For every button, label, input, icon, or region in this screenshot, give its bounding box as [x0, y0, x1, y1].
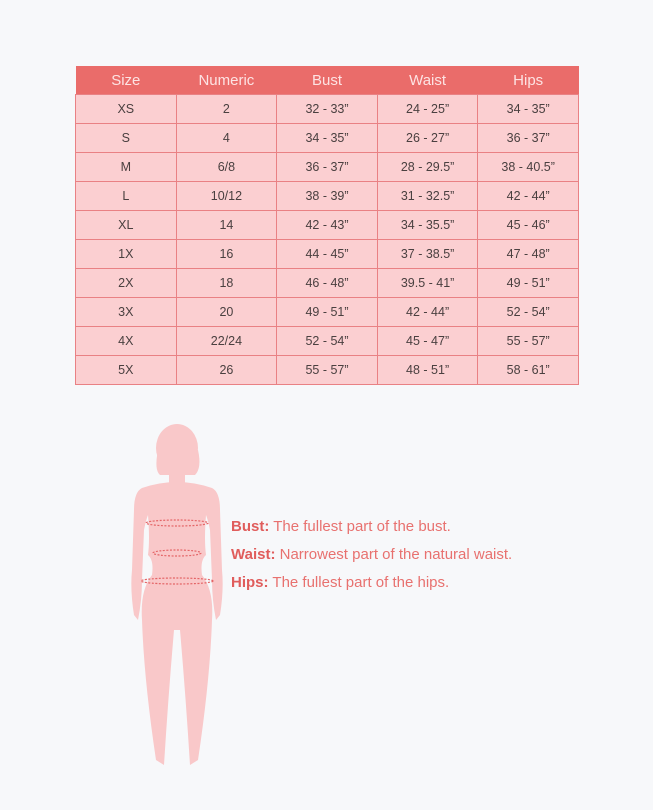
- table-cell: 58 - 61”: [477, 355, 579, 385]
- table-cell: 46 - 48”: [276, 268, 378, 298]
- header-row: Size Numeric Bust Waist Hips: [75, 66, 579, 95]
- waist-measure-line: [152, 549, 202, 557]
- table-cell: 6/8: [175, 152, 278, 182]
- table-cell: 47 - 48”: [477, 239, 579, 269]
- table-cell: 2: [175, 94, 278, 124]
- table-cell: 55 - 57”: [477, 326, 579, 356]
- table-row: S 4 34 - 35” 26 - 27” 36 - 37”: [75, 123, 579, 153]
- hips-measure-line: [140, 577, 214, 585]
- table-cell: 28 - 29.5”: [376, 152, 479, 182]
- table-cell: 2X: [75, 268, 177, 298]
- table-cell: 34 - 35”: [276, 123, 378, 153]
- table-cell: 52 - 54”: [276, 326, 378, 356]
- table-cell: 49 - 51”: [276, 297, 378, 327]
- table-cell: 3X: [75, 297, 177, 327]
- table-cell: XS: [75, 94, 177, 124]
- table-cell: 38 - 40.5”: [477, 152, 579, 182]
- table-cell: 39.5 - 41”: [376, 268, 479, 298]
- table-cell: 34 - 35.5”: [376, 210, 479, 240]
- size-chart-table: Size Numeric Bust Waist Hips XS 2 32 - 33” 24 -…: [75, 66, 579, 385]
- body-silhouette-figure: [131, 424, 223, 765]
- table-cell: 44 - 45”: [276, 239, 378, 269]
- column-header: Size: [75, 66, 177, 95]
- table-cell: M: [75, 152, 177, 182]
- column-header: Waist: [377, 66, 478, 95]
- table-cell: 45 - 47”: [376, 326, 479, 356]
- column-header: Hips: [477, 66, 579, 95]
- table-cell: 36 - 37”: [276, 152, 378, 182]
- measurement-legend: Bust: The fullest part of the bust. Wais…: [231, 513, 512, 597]
- table-row: 3X 20 49 - 51” 42 - 44” 52 - 54”: [75, 297, 579, 327]
- table-cell: 20: [175, 297, 278, 327]
- table-cell: 18: [175, 268, 278, 298]
- column-header: Bust: [276, 66, 378, 95]
- table-row: M 6/8 36 - 37” 28 - 29.5” 38 - 40.5”: [75, 152, 579, 182]
- table-cell: 22/24: [175, 326, 278, 356]
- column-header: Numeric: [176, 66, 277, 95]
- table-row: 5X 26 55 - 57” 48 - 51” 58 - 61”: [75, 355, 579, 385]
- table-row: 4X 22/24 52 - 54” 45 - 47” 55 - 57”: [75, 326, 579, 356]
- legend-waist: Waist: Narrowest part of the natural wai…: [231, 546, 513, 563]
- table-cell: 36 - 37”: [477, 123, 579, 153]
- bust-measure-line: [145, 519, 209, 527]
- table-cell: 34 - 35”: [477, 94, 579, 124]
- table-cell: 4X: [75, 326, 177, 356]
- table-cell: 37 - 38.5”: [376, 239, 479, 269]
- table-cell: 52 - 54”: [477, 297, 579, 327]
- table-cell: 24 - 25”: [376, 94, 479, 124]
- table-row: XL 14 42 - 43” 34 - 35.5” 45 - 46”: [75, 210, 579, 240]
- table-cell: 10/12: [175, 181, 278, 211]
- table-row: 1X 16 44 - 45” 37 - 38.5” 47 - 48”: [75, 239, 579, 269]
- table-cell: 42 - 44”: [477, 181, 579, 211]
- table-cell: 48 - 51”: [376, 355, 479, 385]
- table-cell: 16: [175, 239, 278, 269]
- table-cell: 49 - 51”: [477, 268, 579, 298]
- table-cell: 14: [175, 210, 278, 240]
- table-cell: S: [75, 123, 177, 153]
- table-cell: XL: [75, 210, 177, 240]
- table-row: XS 2 32 - 33” 24 - 25” 34 - 35”: [75, 94, 579, 124]
- table-cell: L: [75, 181, 177, 211]
- legend-bust: Bust: The fullest part of the bust.: [231, 518, 451, 535]
- table-row: L 10/12 38 - 39” 31 - 32.5” 42 - 44”: [75, 181, 579, 211]
- table-row: 2X 18 46 - 48” 39.5 - 41” 49 - 51”: [75, 268, 579, 298]
- table-cell: 5X: [75, 355, 177, 385]
- table-cell: 38 - 39”: [276, 181, 378, 211]
- table-cell: 45 - 46”: [477, 210, 579, 240]
- table-cell: 42 - 44”: [376, 297, 479, 327]
- table-cell: 42 - 43”: [276, 210, 378, 240]
- legend-hips: Hips: The fullest part of the hips.: [231, 574, 450, 591]
- table-cell: 26: [175, 355, 278, 385]
- table-cell: 31 - 32.5”: [376, 181, 479, 211]
- table-cell: 32 - 33”: [276, 94, 378, 124]
- table-cell: 26 - 27”: [376, 123, 479, 153]
- table-cell: 55 - 57”: [276, 355, 378, 385]
- table-cell: 1X: [75, 239, 177, 269]
- table-cell: 4: [175, 123, 278, 153]
